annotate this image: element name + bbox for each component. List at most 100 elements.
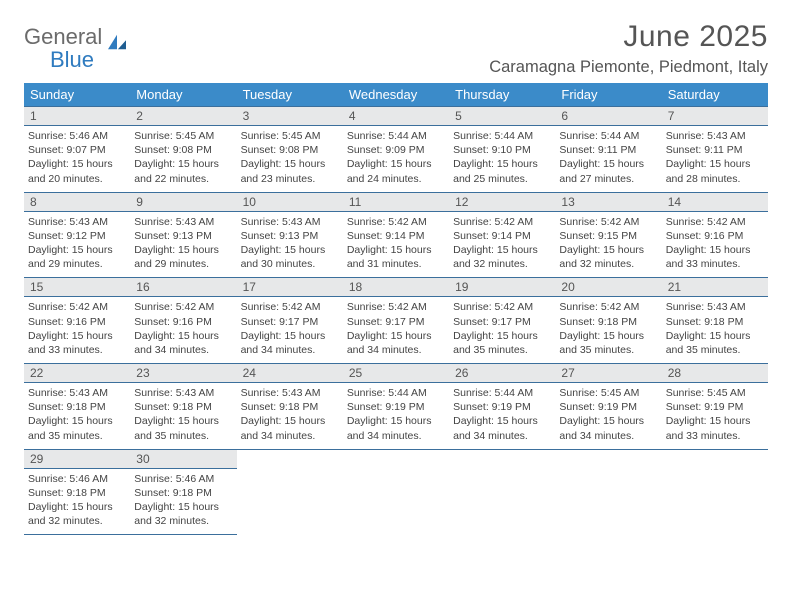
day-cell: Sunrise: 5:46 AMSunset: 9:07 PMDaylight:… [24,126,130,193]
dayhead-tue: Tuesday [237,83,343,107]
day-number-cell: 24 [237,364,343,383]
day-cell: Sunrise: 5:43 AMSunset: 9:11 PMDaylight:… [662,126,768,193]
day-cell: Sunrise: 5:42 AMSunset: 9:17 PMDaylight:… [343,297,449,364]
day-info-line: Daylight: 15 hours [666,414,764,428]
day-number-cell [555,449,661,468]
day-info-line: Sunrise: 5:46 AM [28,129,126,143]
day-info-line: Sunset: 9:19 PM [559,400,657,414]
day-info-line: Sunset: 9:14 PM [347,229,445,243]
day-info-line: Sunset: 9:15 PM [559,229,657,243]
day-number-cell: 14 [662,192,768,211]
day-cell: Sunrise: 5:43 AMSunset: 9:13 PMDaylight:… [130,211,236,278]
day-info-line: and 34 minutes. [347,343,445,357]
day-cell [237,468,343,535]
day-info-line: and 33 minutes. [28,343,126,357]
day-info-line: Daylight: 15 hours [241,243,339,257]
week-row: Sunrise: 5:46 AMSunset: 9:07 PMDaylight:… [24,126,768,193]
day-info-line: Daylight: 15 hours [134,243,232,257]
day-number-cell: 11 [343,192,449,211]
day-cell: Sunrise: 5:43 AMSunset: 9:13 PMDaylight:… [237,211,343,278]
day-info-line: Sunrise: 5:43 AM [241,386,339,400]
day-number-cell: 12 [449,192,555,211]
day-info-line: Daylight: 15 hours [666,329,764,343]
day-info-line: Sunrise: 5:44 AM [453,386,551,400]
day-info-line: and 34 minutes. [347,429,445,443]
day-cell: Sunrise: 5:45 AMSunset: 9:19 PMDaylight:… [662,383,768,450]
day-info-line: Sunrise: 5:46 AM [134,472,232,486]
day-info-line: Sunrise: 5:42 AM [134,300,232,314]
day-cell: Sunrise: 5:42 AMSunset: 9:15 PMDaylight:… [555,211,661,278]
title-block: June 2025 Caramagna Piemonte, Piedmont, … [489,20,768,77]
day-info-line: Daylight: 15 hours [347,329,445,343]
day-info-line: Daylight: 15 hours [134,414,232,428]
day-cell: Sunrise: 5:43 AMSunset: 9:18 PMDaylight:… [662,297,768,364]
day-info-line: Sunrise: 5:46 AM [28,472,126,486]
day-number-cell: 22 [24,364,130,383]
day-info-line: Sunrise: 5:43 AM [28,215,126,229]
day-cell: Sunrise: 5:42 AMSunset: 9:16 PMDaylight:… [662,211,768,278]
logo-sail-icon [106,33,128,51]
day-cell: Sunrise: 5:46 AMSunset: 9:18 PMDaylight:… [130,468,236,535]
day-info-line: and 35 minutes. [28,429,126,443]
day-cell: Sunrise: 5:42 AMSunset: 9:17 PMDaylight:… [449,297,555,364]
day-number-cell: 1 [24,107,130,126]
day-info-line: Sunset: 9:13 PM [134,229,232,243]
day-info-line: and 32 minutes. [134,514,232,528]
day-info-line: Sunset: 9:08 PM [241,143,339,157]
day-number-cell: 28 [662,364,768,383]
day-number-cell: 7 [662,107,768,126]
day-cell: Sunrise: 5:45 AMSunset: 9:08 PMDaylight:… [237,126,343,193]
dayhead-thu: Thursday [449,83,555,107]
daynum-row: 1234567 [24,107,768,126]
day-info-line: and 34 minutes. [134,343,232,357]
day-info-line: Sunset: 9:17 PM [453,315,551,329]
day-info-line: Sunset: 9:17 PM [241,315,339,329]
day-info-line: and 32 minutes. [453,257,551,271]
day-info-line: and 32 minutes. [28,514,126,528]
day-info-line: Sunrise: 5:42 AM [453,300,551,314]
day-info-line: Daylight: 15 hours [28,500,126,514]
day-number-cell: 17 [237,278,343,297]
day-cell: Sunrise: 5:43 AMSunset: 9:18 PMDaylight:… [237,383,343,450]
day-cell: Sunrise: 5:42 AMSunset: 9:16 PMDaylight:… [130,297,236,364]
day-info-line: Daylight: 15 hours [28,414,126,428]
day-info-line: Daylight: 15 hours [347,157,445,171]
day-number-cell: 21 [662,278,768,297]
day-info-line: Daylight: 15 hours [28,157,126,171]
day-info-line: Sunset: 9:11 PM [666,143,764,157]
day-info-line: Sunrise: 5:45 AM [134,129,232,143]
day-info-line: Daylight: 15 hours [666,157,764,171]
day-info-line: Daylight: 15 hours [453,157,551,171]
day-info-line: Sunset: 9:16 PM [134,315,232,329]
week-row: Sunrise: 5:43 AMSunset: 9:18 PMDaylight:… [24,383,768,450]
day-cell: Sunrise: 5:44 AMSunset: 9:11 PMDaylight:… [555,126,661,193]
day-number-cell [662,449,768,468]
day-info-line: Daylight: 15 hours [559,329,657,343]
day-cell: Sunrise: 5:44 AMSunset: 9:19 PMDaylight:… [449,383,555,450]
day-info-line: Sunrise: 5:43 AM [134,386,232,400]
day-info-line: and 34 minutes. [559,429,657,443]
day-cell: Sunrise: 5:45 AMSunset: 9:08 PMDaylight:… [130,126,236,193]
day-info-line: and 25 minutes. [453,172,551,186]
day-info-line: and 28 minutes. [666,172,764,186]
day-info-line: Sunset: 9:12 PM [28,229,126,243]
day-info-line: Sunset: 9:16 PM [28,315,126,329]
day-info-line: and 35 minutes. [559,343,657,357]
day-number-cell: 25 [343,364,449,383]
day-info-line: and 29 minutes. [28,257,126,271]
day-info-line: and 34 minutes. [453,429,551,443]
day-number-cell [237,449,343,468]
day-info-line: Daylight: 15 hours [559,157,657,171]
day-info-line: Sunset: 9:11 PM [559,143,657,157]
day-number-cell: 29 [24,449,130,468]
day-info-line: Sunrise: 5:43 AM [241,215,339,229]
day-info-line: and 34 minutes. [241,343,339,357]
day-info-line: Sunset: 9:18 PM [666,315,764,329]
day-info-line: and 35 minutes. [134,429,232,443]
day-cell [555,468,661,535]
day-info-line: Sunset: 9:16 PM [666,229,764,243]
day-number-cell: 8 [24,192,130,211]
day-info-line: Sunrise: 5:42 AM [559,215,657,229]
day-cell: Sunrise: 5:42 AMSunset: 9:14 PMDaylight:… [449,211,555,278]
dayhead-wed: Wednesday [343,83,449,107]
